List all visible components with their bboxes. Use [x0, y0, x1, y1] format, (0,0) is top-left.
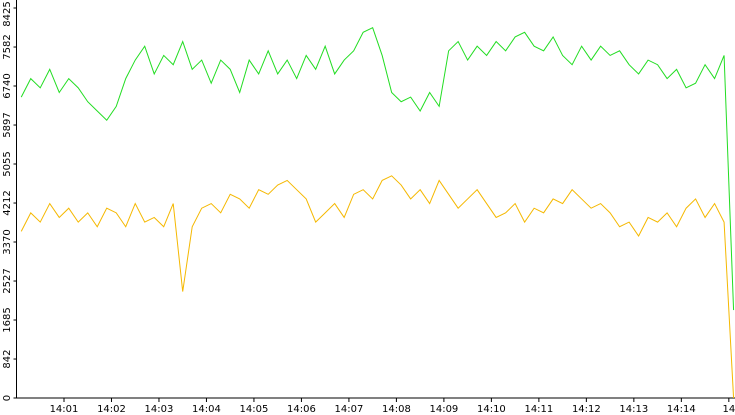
- y-tick-label: 842: [2, 349, 13, 368]
- y-tick-label: 8425: [2, 1, 13, 26]
- x-tick-label: 14:14: [667, 404, 696, 415]
- series-line: [20, 175, 735, 399]
- x-tick-label: 14:13: [619, 404, 648, 415]
- y-tick-label: 7582: [2, 34, 13, 59]
- y-tick-label: 0: [2, 395, 13, 401]
- x-tick-label: 14:01: [50, 404, 79, 415]
- x-tick-label: 14:04: [192, 404, 221, 415]
- y-tick-label: 6740: [2, 73, 13, 98]
- x-tick-label: 14: [722, 404, 735, 415]
- x-tick-label: 14:03: [145, 404, 174, 415]
- y-tick-label: 5055: [2, 151, 13, 176]
- y-tick-label: 2527: [2, 268, 13, 293]
- x-tick-label: 14:12: [572, 404, 601, 415]
- y-tick-label: 5897: [2, 112, 13, 137]
- y-tick-label: 4212: [2, 190, 13, 215]
- y-tick-label: 1685: [2, 307, 13, 332]
- x-tick-label: 14:08: [382, 404, 411, 415]
- series-line: [20, 26, 735, 311]
- x-tick-label: 14:07: [335, 404, 364, 415]
- y-tick-label: 3370: [2, 229, 13, 254]
- x-tick-label: 14:09: [429, 404, 458, 415]
- x-tick-label: 14:06: [287, 404, 316, 415]
- x-tick-label: 14:11: [524, 404, 553, 415]
- x-tick-label: 14:10: [477, 404, 506, 415]
- x-tick-label: 14:05: [240, 404, 269, 415]
- x-tick-label: 14:02: [97, 404, 126, 415]
